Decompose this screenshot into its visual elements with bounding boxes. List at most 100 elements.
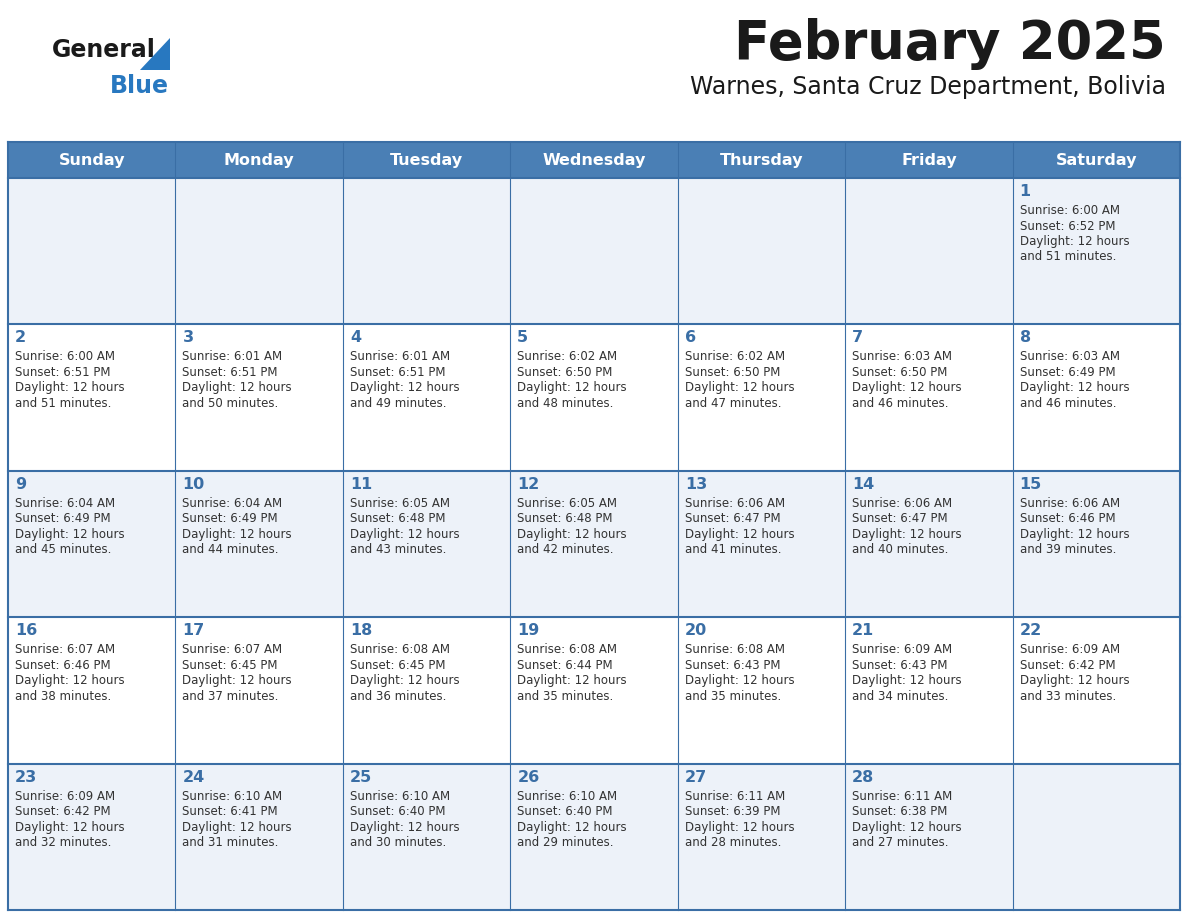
Text: Daylight: 12 hours: Daylight: 12 hours [684, 528, 795, 541]
Text: and 47 minutes.: and 47 minutes. [684, 397, 782, 410]
Bar [511, 142, 677, 178]
Text: 7: 7 [852, 330, 864, 345]
Text: 19: 19 [517, 623, 539, 638]
Bar [511, 324, 677, 471]
Bar [1012, 617, 1180, 764]
Text: Daylight: 12 hours: Daylight: 12 hours [684, 821, 795, 834]
Bar [511, 617, 677, 764]
Text: 27: 27 [684, 769, 707, 785]
Bar [343, 178, 511, 324]
Bar [343, 142, 511, 178]
Text: 20: 20 [684, 623, 707, 638]
Text: Sunrise: 6:08 AM: Sunrise: 6:08 AM [684, 644, 785, 656]
Text: Daylight: 12 hours: Daylight: 12 hours [15, 381, 125, 395]
Text: and 41 minutes.: and 41 minutes. [684, 543, 782, 556]
Bar [343, 617, 511, 764]
Text: Daylight: 12 hours: Daylight: 12 hours [852, 674, 962, 688]
Text: Daylight: 12 hours: Daylight: 12 hours [684, 674, 795, 688]
Text: Saturday: Saturday [1055, 152, 1137, 167]
Bar [8, 764, 176, 910]
Text: and 35 minutes.: and 35 minutes. [684, 689, 781, 702]
Text: 14: 14 [852, 476, 874, 492]
Bar [845, 764, 1012, 910]
Bar [677, 178, 845, 324]
Text: and 37 minutes.: and 37 minutes. [183, 689, 279, 702]
Text: Sunset: 6:50 PM: Sunset: 6:50 PM [684, 366, 781, 379]
Text: Sunset: 6:45 PM: Sunset: 6:45 PM [183, 659, 278, 672]
Text: 5: 5 [517, 330, 529, 345]
Text: and 33 minutes.: and 33 minutes. [1019, 689, 1116, 702]
Text: Daylight: 12 hours: Daylight: 12 hours [517, 674, 627, 688]
Bar [677, 617, 845, 764]
Text: Sunrise: 6:07 AM: Sunrise: 6:07 AM [183, 644, 283, 656]
Text: Sunset: 6:47 PM: Sunset: 6:47 PM [684, 512, 781, 525]
Text: 10: 10 [183, 476, 204, 492]
Text: Sunrise: 6:02 AM: Sunrise: 6:02 AM [517, 351, 618, 364]
Bar [176, 471, 343, 617]
Text: Daylight: 12 hours: Daylight: 12 hours [1019, 674, 1130, 688]
Text: Sunset: 6:48 PM: Sunset: 6:48 PM [349, 512, 446, 525]
Bar [8, 617, 176, 764]
Text: Sunday: Sunday [58, 152, 125, 167]
Text: and 31 minutes.: and 31 minutes. [183, 836, 279, 849]
Text: 4: 4 [349, 330, 361, 345]
Bar [176, 178, 343, 324]
Text: Sunrise: 6:08 AM: Sunrise: 6:08 AM [349, 644, 450, 656]
Text: Sunset: 6:46 PM: Sunset: 6:46 PM [1019, 512, 1116, 525]
Text: Sunrise: 6:05 AM: Sunrise: 6:05 AM [517, 497, 618, 509]
Text: Sunrise: 6:05 AM: Sunrise: 6:05 AM [349, 497, 450, 509]
Text: Sunrise: 6:04 AM: Sunrise: 6:04 AM [15, 497, 115, 509]
Text: Sunset: 6:43 PM: Sunset: 6:43 PM [684, 659, 781, 672]
Text: Friday: Friday [901, 152, 956, 167]
Text: 22: 22 [1019, 623, 1042, 638]
Text: and 27 minutes.: and 27 minutes. [852, 836, 949, 849]
Text: Sunset: 6:40 PM: Sunset: 6:40 PM [517, 805, 613, 818]
Text: 6: 6 [684, 330, 696, 345]
Text: 21: 21 [852, 623, 874, 638]
Text: 26: 26 [517, 769, 539, 785]
Text: Sunrise: 6:03 AM: Sunrise: 6:03 AM [852, 351, 952, 364]
Bar [343, 764, 511, 910]
Text: Sunrise: 6:00 AM: Sunrise: 6:00 AM [15, 351, 115, 364]
Bar [1012, 324, 1180, 471]
Text: and 43 minutes.: and 43 minutes. [349, 543, 447, 556]
Text: Sunset: 6:49 PM: Sunset: 6:49 PM [1019, 366, 1116, 379]
Text: and 28 minutes.: and 28 minutes. [684, 836, 781, 849]
Text: and 34 minutes.: and 34 minutes. [852, 689, 948, 702]
Text: Daylight: 12 hours: Daylight: 12 hours [183, 821, 292, 834]
Text: Sunset: 6:42 PM: Sunset: 6:42 PM [1019, 659, 1116, 672]
Text: Daylight: 12 hours: Daylight: 12 hours [15, 821, 125, 834]
Text: Daylight: 12 hours: Daylight: 12 hours [183, 381, 292, 395]
Text: Sunrise: 6:10 AM: Sunrise: 6:10 AM [517, 789, 618, 802]
Text: Sunset: 6:47 PM: Sunset: 6:47 PM [852, 512, 948, 525]
Text: Sunrise: 6:04 AM: Sunrise: 6:04 AM [183, 497, 283, 509]
Text: Daylight: 12 hours: Daylight: 12 hours [15, 674, 125, 688]
Bar [1012, 764, 1180, 910]
Text: Sunrise: 6:02 AM: Sunrise: 6:02 AM [684, 351, 785, 364]
Text: Daylight: 12 hours: Daylight: 12 hours [349, 528, 460, 541]
Text: Sunrise: 6:06 AM: Sunrise: 6:06 AM [684, 497, 785, 509]
Text: Sunset: 6:40 PM: Sunset: 6:40 PM [349, 805, 446, 818]
Text: 13: 13 [684, 476, 707, 492]
Text: Daylight: 12 hours: Daylight: 12 hours [852, 821, 962, 834]
Text: and 45 minutes.: and 45 minutes. [15, 543, 112, 556]
Text: Daylight: 12 hours: Daylight: 12 hours [684, 381, 795, 395]
Text: Sunset: 6:39 PM: Sunset: 6:39 PM [684, 805, 781, 818]
Text: Sunrise: 6:03 AM: Sunrise: 6:03 AM [1019, 351, 1119, 364]
Text: 11: 11 [349, 476, 372, 492]
Text: and 46 minutes.: and 46 minutes. [1019, 397, 1116, 410]
Text: 15: 15 [1019, 476, 1042, 492]
Bar [511, 178, 677, 324]
Text: and 36 minutes.: and 36 minutes. [349, 689, 447, 702]
Text: Sunset: 6:52 PM: Sunset: 6:52 PM [1019, 219, 1116, 232]
Bar [677, 142, 845, 178]
Text: Sunset: 6:43 PM: Sunset: 6:43 PM [852, 659, 948, 672]
Text: and 38 minutes.: and 38 minutes. [15, 689, 112, 702]
Text: Daylight: 12 hours: Daylight: 12 hours [349, 821, 460, 834]
Text: Daylight: 12 hours: Daylight: 12 hours [517, 381, 627, 395]
Text: 1: 1 [1019, 184, 1031, 199]
Text: Blue: Blue [110, 74, 169, 98]
Text: Daylight: 12 hours: Daylight: 12 hours [349, 381, 460, 395]
Text: Sunrise: 6:06 AM: Sunrise: 6:06 AM [852, 497, 953, 509]
Bar [845, 471, 1012, 617]
